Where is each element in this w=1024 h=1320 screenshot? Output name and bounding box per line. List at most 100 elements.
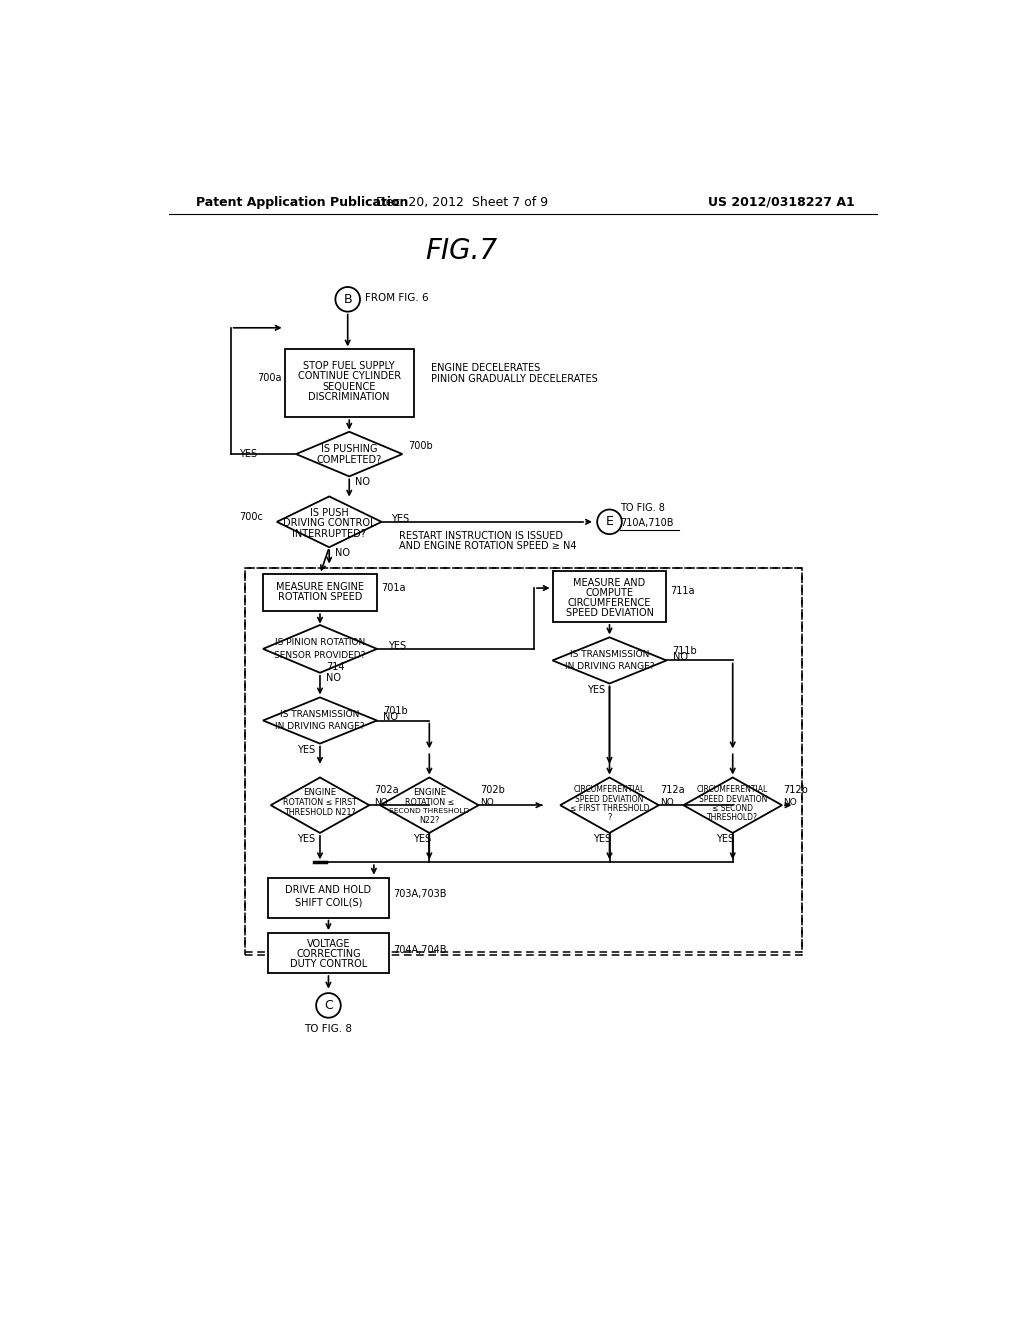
Text: IS TRANSMISSION: IS TRANSMISSION — [281, 710, 359, 719]
Text: YES: YES — [587, 685, 605, 694]
Bar — [245, 568, 802, 952]
Text: NO: NO — [480, 797, 494, 807]
Text: ENGINE: ENGINE — [303, 788, 337, 797]
Text: YES: YES — [716, 834, 734, 843]
Polygon shape — [560, 777, 658, 833]
Text: US 2012/0318227 A1: US 2012/0318227 A1 — [708, 195, 854, 209]
Bar — [267, 933, 389, 973]
Bar — [245, 568, 802, 954]
Text: ≤ FIRST THRESHOLD: ≤ FIRST THRESHOLD — [569, 804, 649, 813]
Bar — [553, 572, 667, 622]
Text: 700b: 700b — [408, 441, 432, 451]
Text: ROTATION SPEED: ROTATION SPEED — [278, 593, 362, 602]
Text: INTERRUPTED?: INTERRUPTED? — [292, 529, 367, 539]
Text: AND ENGINE ROTATION SPEED ≥ N4: AND ENGINE ROTATION SPEED ≥ N4 — [398, 541, 577, 552]
Text: MEASURE AND: MEASURE AND — [573, 578, 645, 587]
Text: 711b: 711b — [673, 647, 697, 656]
Text: Patent Application Publication: Patent Application Publication — [196, 195, 409, 209]
Circle shape — [336, 286, 360, 312]
Text: 711a: 711a — [671, 586, 695, 597]
Text: FROM FIG. 6: FROM FIG. 6 — [365, 293, 428, 302]
Text: YES: YES — [388, 640, 406, 651]
Bar — [285, 350, 414, 417]
Polygon shape — [263, 697, 377, 743]
Text: YES: YES — [297, 744, 315, 755]
Text: ?: ? — [607, 813, 611, 822]
Text: 701a: 701a — [381, 583, 406, 593]
Text: IS PUSHING: IS PUSHING — [321, 445, 378, 454]
Circle shape — [316, 993, 341, 1018]
Bar — [263, 574, 377, 611]
Text: CIRCUMFERENTIAL: CIRCUMFERENTIAL — [573, 785, 645, 795]
Text: ROTATION ≤: ROTATION ≤ — [404, 797, 454, 807]
Text: DRIVE AND HOLD: DRIVE AND HOLD — [286, 884, 372, 895]
Polygon shape — [380, 777, 478, 833]
Text: COMPLETED?: COMPLETED? — [316, 455, 382, 465]
Text: ROTATION ≤ FIRST: ROTATION ≤ FIRST — [283, 797, 357, 807]
Text: SECOND THRESHOLD: SECOND THRESHOLD — [389, 808, 469, 814]
Text: NO: NO — [374, 797, 388, 807]
Text: IN DRIVING RANGE?: IN DRIVING RANGE? — [565, 663, 654, 671]
Text: 710A,710B: 710A,710B — [621, 519, 674, 528]
Polygon shape — [276, 496, 382, 548]
Polygon shape — [683, 777, 782, 833]
Text: TO FIG. 8: TO FIG. 8 — [621, 503, 666, 513]
Text: SPEED DEVIATION: SPEED DEVIATION — [565, 607, 653, 618]
Text: YES: YES — [391, 513, 409, 524]
Text: VOLTAGE: VOLTAGE — [307, 939, 350, 949]
Text: NO: NO — [783, 797, 798, 807]
Polygon shape — [263, 626, 377, 673]
Text: YES: YES — [413, 834, 431, 843]
Text: C: C — [324, 999, 333, 1012]
Text: THRESHOLD N21?: THRESHOLD N21? — [284, 808, 356, 817]
Text: NO: NO — [336, 548, 350, 557]
Text: 700a: 700a — [257, 372, 282, 383]
Text: ≤ SECOND: ≤ SECOND — [713, 804, 754, 813]
Text: MEASURE ENGINE: MEASURE ENGINE — [276, 582, 364, 591]
Text: PINION GRADUALLY DECELERATES: PINION GRADUALLY DECELERATES — [431, 374, 598, 384]
Text: YES: YES — [297, 834, 315, 843]
Text: COMPUTE: COMPUTE — [586, 587, 634, 598]
Text: ENGINE DECELERATES: ENGINE DECELERATES — [431, 363, 540, 372]
Text: CIRCUMFERENCE: CIRCUMFERENCE — [568, 598, 651, 607]
Text: YES: YES — [593, 834, 611, 843]
Text: THRESHOLD?: THRESHOLD? — [708, 813, 758, 822]
Text: NO: NO — [355, 477, 371, 487]
Text: IS TRANSMISSION: IS TRANSMISSION — [569, 649, 649, 659]
Text: CORRECTING: CORRECTING — [296, 949, 360, 958]
Text: 701b: 701b — [383, 706, 408, 717]
Polygon shape — [296, 432, 402, 477]
Text: NO: NO — [326, 673, 341, 684]
Text: SPEED DEVIATION: SPEED DEVIATION — [575, 795, 644, 804]
Text: 702b: 702b — [480, 785, 505, 795]
Text: DUTY CONTROL: DUTY CONTROL — [290, 958, 367, 969]
Text: B: B — [343, 293, 352, 306]
Text: NO: NO — [673, 652, 688, 663]
Text: 712b: 712b — [783, 785, 808, 795]
Text: IN DRIVING RANGE?: IN DRIVING RANGE? — [275, 722, 365, 731]
Polygon shape — [553, 638, 667, 684]
Text: RESTART INSTRUCTION IS ISSUED: RESTART INSTRUCTION IS ISSUED — [398, 531, 562, 541]
Text: IS PINION ROTATION: IS PINION ROTATION — [274, 639, 366, 647]
Text: 703A,703B: 703A,703B — [393, 888, 446, 899]
Text: FIG.7: FIG.7 — [426, 236, 498, 265]
Bar — [267, 878, 389, 917]
Text: ENGINE: ENGINE — [413, 788, 445, 797]
Text: DISCRIMINATION: DISCRIMINATION — [308, 392, 390, 403]
Text: DRIVING CONTROL: DRIVING CONTROL — [283, 519, 376, 528]
Text: IS PUSH: IS PUSH — [310, 508, 348, 517]
Text: SENSOR PROVIDED?: SENSOR PROVIDED? — [274, 651, 366, 660]
Text: 712a: 712a — [660, 785, 685, 795]
Text: CIRCUMFERENTIAL: CIRCUMFERENTIAL — [697, 785, 768, 795]
Text: Dec. 20, 2012  Sheet 7 of 9: Dec. 20, 2012 Sheet 7 of 9 — [376, 195, 548, 209]
Text: 704A,704B: 704A,704B — [393, 945, 446, 954]
Text: N22?: N22? — [419, 816, 439, 825]
Text: TO FIG. 8: TO FIG. 8 — [304, 1023, 352, 1034]
Text: STOP FUEL SUPPLY: STOP FUEL SUPPLY — [303, 362, 395, 371]
Text: YES: YES — [239, 449, 257, 459]
Circle shape — [597, 510, 622, 535]
Text: SPEED DEVIATION: SPEED DEVIATION — [698, 795, 767, 804]
Text: NO: NO — [383, 713, 398, 722]
Text: 702a: 702a — [374, 785, 398, 795]
Text: CONTINUE CYLINDER: CONTINUE CYLINDER — [298, 371, 400, 381]
